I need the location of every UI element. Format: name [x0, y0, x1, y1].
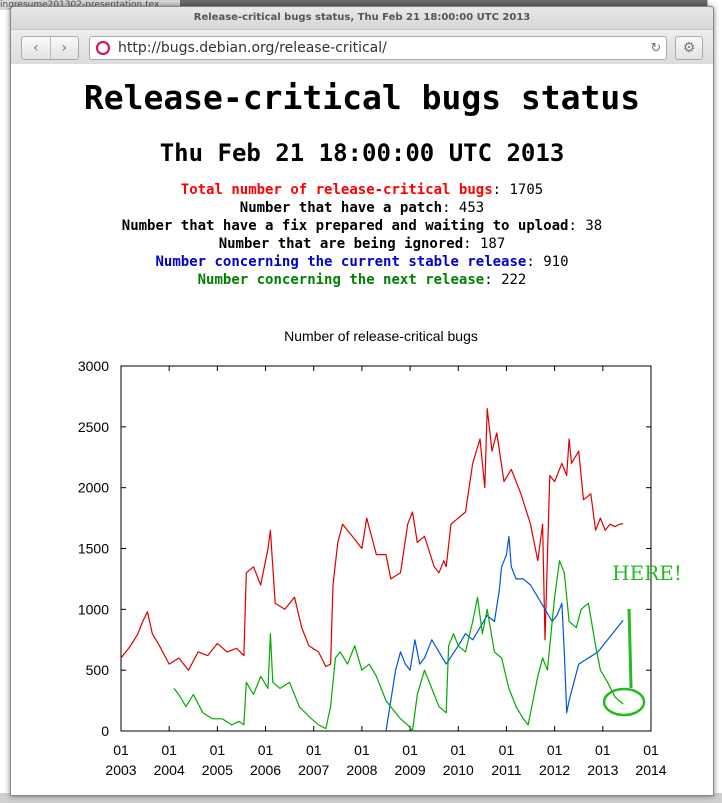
stat-label: Number concerning the current stable rel…	[155, 254, 527, 270]
url-text[interactable]: http://bugs.debian.org/release-critical/	[118, 40, 387, 56]
y-tick-label: 500	[86, 662, 110, 678]
series-line-stable	[385, 535, 624, 732]
y-tick-label: 3000	[78, 358, 109, 374]
chart-title: Number of release-critical bugs	[284, 328, 478, 344]
y-tick-label: 2000	[78, 480, 109, 496]
x-tick-label-month: 01	[161, 742, 177, 758]
page-date: Thu Feb 21 18:00:00 UTC 2013	[159, 139, 565, 167]
x-tick-label-year: 2012	[539, 762, 570, 778]
x-tick-label-year: 2014	[635, 762, 666, 778]
x-tick-label-year: 2011	[491, 762, 521, 778]
x-tick-label-year: 2010	[443, 762, 474, 778]
stat-label: Number that have a fix prepared and wait…	[121, 218, 569, 234]
series-line-next	[173, 560, 624, 732]
stats-list: Total number of release-critical bugs: 1…	[11, 181, 713, 289]
x-tick-label-year: 2004	[154, 762, 185, 778]
stat-label: Number that have a patch	[239, 200, 443, 216]
window-title: Release-critical bugs status, Thu Feb 21…	[11, 7, 713, 30]
x-tick-label-month: 01	[210, 742, 226, 758]
annotation-label: HERE!	[612, 561, 682, 585]
stat-stable: Number concerning the current stable rel…	[155, 254, 569, 270]
page-content: Release-critical bugs status Thu Feb 21 …	[11, 64, 713, 795]
x-tick-label-year: 2003	[105, 762, 136, 778]
address-bar[interactable]: http://bugs.debian.org/release-critical/…	[89, 36, 667, 60]
x-tick-label-year: 2006	[250, 762, 281, 778]
stat-ignored: Number that are being ignored: 187	[218, 236, 506, 252]
x-tick-label-year: 2009	[395, 762, 426, 778]
x-tick-label-month: 01	[595, 742, 611, 758]
x-tick-label-month: 01	[258, 742, 274, 758]
browser-window: Release-critical bugs status, Thu Feb 21…	[10, 6, 714, 796]
nav-button-group: ‹ ›	[21, 36, 79, 60]
y-tick-label: 1000	[78, 601, 109, 617]
x-tick-label-month: 01	[547, 742, 563, 758]
x-tick-label-month: 01	[499, 742, 515, 758]
background-tab-title: ingresume201302-presentation.tex	[0, 0, 180, 10]
y-tick-label: 0	[101, 723, 109, 739]
series-line-total	[120, 408, 624, 671]
stat-total: Total number of release-critical bugs: 1…	[180, 182, 544, 198]
stat-patch: Number that have a patch: 453	[239, 200, 485, 216]
back-button[interactable]: ‹	[32, 40, 39, 56]
x-tick-label-month: 01	[306, 742, 322, 758]
stat-value: 1705	[509, 182, 544, 198]
stat-next: Number concerning the next release: 222	[197, 272, 527, 288]
stat-value: 38	[585, 218, 603, 234]
rc-bugs-chart: 0 500 1000 1500 2000 2500 3000 01 2003 01 2004 01 20…	[78, 358, 682, 778]
stat-label: Number that are being ignored	[218, 236, 464, 252]
annotation-arrow	[627, 608, 633, 689]
stat-fix-prepared: Number that have a fix prepared and wait…	[121, 218, 603, 234]
page-title: Release-critical bugs status	[83, 78, 641, 117]
forward-button[interactable]: ›	[49, 37, 79, 59]
x-tick-label-year: 2008	[346, 762, 377, 778]
y-tick-label: 2500	[78, 419, 109, 435]
y-tick-label: 1500	[78, 541, 109, 557]
stat-value: 222	[501, 272, 527, 288]
x-tick-label-month: 01	[402, 742, 418, 758]
plot-frame	[120, 365, 652, 732]
x-tick-label-year: 2013	[587, 762, 618, 778]
x-tick-label-year: 2007	[298, 762, 329, 778]
stat-label: Total number of release-critical bugs	[180, 182, 493, 198]
stat-value: 453	[458, 200, 485, 216]
x-tick-label-month: 01	[450, 742, 466, 758]
reload-icon[interactable]: ↻	[650, 40, 662, 56]
gear-icon[interactable]: ⚙	[675, 36, 703, 60]
background-taskbar	[0, 793, 722, 803]
stat-value: 910	[543, 254, 569, 270]
stat-value: 187	[480, 236, 506, 252]
browser-toolbar: ‹ › http://bugs.debian.org/release-criti…	[11, 30, 713, 65]
x-tick-label-month: 01	[113, 742, 129, 758]
annotation-circle	[602, 687, 646, 717]
stat-label: Number concerning the next release	[197, 272, 485, 288]
x-tick-label-month: 01	[354, 742, 370, 758]
x-tick-label-month: 01	[643, 742, 659, 758]
debian-swirl-icon	[96, 41, 110, 55]
x-tick-label-year: 2005	[202, 762, 233, 778]
